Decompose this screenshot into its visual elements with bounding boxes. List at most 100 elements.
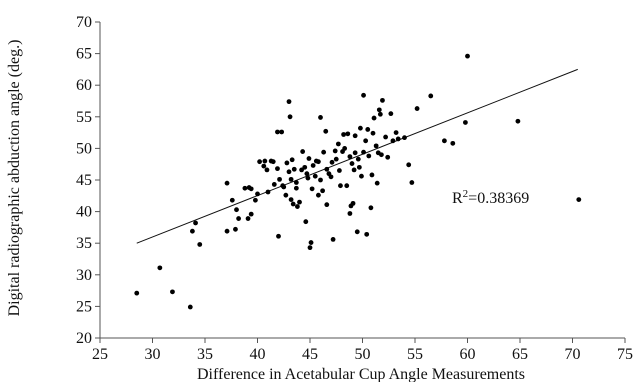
data-point — [450, 140, 456, 146]
data-point — [414, 106, 420, 111]
data-point — [236, 216, 242, 221]
data-point — [281, 184, 287, 190]
data-point — [310, 163, 316, 168]
data-point — [351, 167, 357, 173]
data-point — [377, 111, 383, 117]
data-point — [352, 150, 358, 156]
data-point — [338, 183, 343, 189]
y-axis-title: Digital radiographic abduction angle (de… — [6, 40, 23, 317]
data-point — [265, 189, 271, 195]
data-point — [345, 131, 351, 137]
y-tick-label: 35 — [76, 235, 92, 252]
data-point — [402, 135, 407, 141]
data-point — [157, 265, 163, 271]
data-point — [270, 159, 276, 165]
data-point — [248, 186, 254, 192]
data-point — [365, 127, 371, 132]
data-point — [306, 156, 312, 161]
data-point — [356, 164, 362, 170]
data-point — [264, 167, 270, 173]
trendline — [136, 68, 578, 244]
data-point — [428, 93, 434, 99]
y-tick-label: 20 — [76, 330, 92, 347]
y-tick-label: 40 — [76, 204, 92, 221]
data-point — [465, 53, 470, 59]
data-point — [406, 162, 412, 168]
data-point — [383, 134, 388, 140]
y-tick-label: 30 — [76, 267, 92, 284]
data-point — [324, 202, 330, 208]
y-tick-label: 70 — [76, 14, 92, 31]
data-point — [323, 128, 329, 134]
data-point — [316, 159, 321, 165]
x-tick-label: 55 — [407, 346, 423, 363]
data-point — [335, 141, 341, 147]
x-tick-label: 50 — [355, 346, 371, 363]
data-point — [388, 111, 394, 117]
data-point — [328, 174, 334, 180]
y-tick-label: 45 — [76, 172, 92, 189]
data-point — [288, 197, 294, 202]
data-point — [305, 175, 311, 181]
data-point — [442, 138, 447, 144]
data-point — [276, 233, 281, 239]
data-point — [393, 130, 399, 136]
data-point — [293, 185, 299, 191]
data-point — [395, 136, 401, 142]
data-point — [289, 157, 295, 163]
data-point — [321, 149, 327, 155]
x-tick-label: 40 — [250, 346, 266, 363]
data-point — [255, 191, 260, 197]
data-point — [341, 132, 346, 137]
data-point — [287, 114, 293, 120]
y-tick-label: 50 — [76, 140, 92, 157]
data-point — [193, 220, 198, 226]
x-tick-label: 35 — [197, 346, 213, 363]
data-point — [286, 99, 292, 105]
data-point — [373, 143, 379, 149]
data-point — [275, 129, 280, 135]
data-point — [385, 154, 391, 160]
data-point — [366, 153, 372, 159]
data-point — [330, 237, 336, 242]
x-axis-title: Difference in Acetabular Cup Angle Measu… — [197, 366, 525, 382]
data-point — [271, 182, 277, 187]
x-tick-label: 65 — [512, 346, 528, 363]
y-tick-label: 25 — [76, 298, 92, 315]
data-point — [364, 231, 370, 237]
data-point — [275, 166, 280, 172]
data-point — [170, 289, 175, 295]
data-point — [291, 166, 297, 172]
data-point — [248, 211, 254, 217]
x-axis-ticks: 25 30 35 40 45 50 55 60 65 70 75 — [92, 338, 633, 363]
data-point — [295, 204, 300, 209]
data-point — [229, 197, 235, 203]
data-point — [309, 186, 315, 192]
data-point — [284, 160, 290, 166]
x-tick-label: 25 — [92, 346, 108, 363]
data-point — [333, 156, 339, 162]
data-point — [277, 176, 282, 182]
data-point — [318, 177, 323, 183]
data-point — [224, 228, 230, 234]
data-point — [361, 92, 366, 98]
data-point — [352, 133, 358, 139]
data-point — [374, 180, 380, 186]
y-tick-label: 55 — [76, 109, 92, 126]
data-point — [329, 159, 335, 165]
r-squared-base: R — [452, 190, 463, 207]
data-point — [376, 107, 382, 113]
data-point — [347, 154, 353, 160]
data-point — [379, 152, 384, 158]
data-point — [361, 149, 366, 155]
data-point — [350, 200, 356, 206]
data-points — [134, 53, 582, 310]
x-tick-label: 75 — [617, 346, 633, 363]
data-point — [354, 229, 360, 235]
r-squared-value: =0.38369 — [468, 190, 529, 207]
data-point — [134, 290, 140, 296]
data-point — [576, 197, 582, 202]
data-point — [363, 138, 369, 144]
data-point — [234, 207, 239, 213]
